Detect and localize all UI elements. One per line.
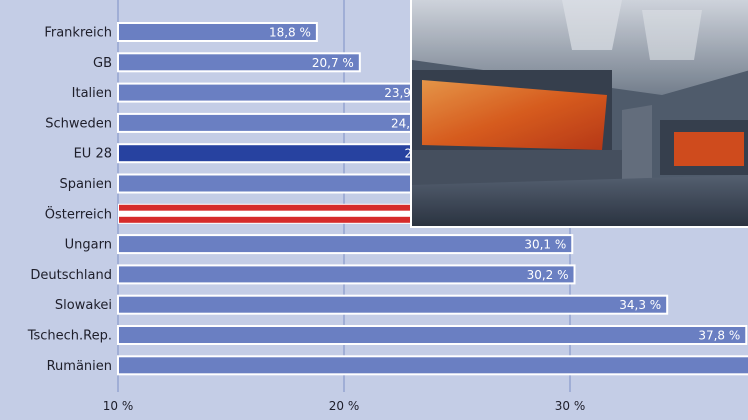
category-label: Rumänien xyxy=(47,359,112,374)
furnace-photo-image xyxy=(412,0,748,226)
bar xyxy=(117,325,748,345)
value-label: 20,7 % xyxy=(312,56,354,70)
category-label: Spanien xyxy=(59,177,112,192)
category-label: Italien xyxy=(72,86,112,101)
bar xyxy=(117,22,318,42)
furnace-photo xyxy=(410,0,748,228)
category-label: Frankreich xyxy=(44,26,112,41)
x-tick-label: 20 % xyxy=(329,399,360,413)
value-label: 30,2 % xyxy=(527,268,569,282)
bar xyxy=(117,355,748,376)
category-label: Deutschland xyxy=(30,268,112,283)
category-label: Schweden xyxy=(45,116,112,131)
category-label: Tschech.Rep. xyxy=(27,329,112,344)
category-label: Ungarn xyxy=(65,238,112,253)
value-label: 34,3 % xyxy=(619,298,661,312)
category-label: EU 28 xyxy=(74,147,112,162)
bar xyxy=(117,52,361,73)
bar xyxy=(117,234,574,255)
x-tick-label: 30 % xyxy=(555,399,586,413)
bar xyxy=(117,264,576,285)
value-label: 37,8 % xyxy=(698,329,740,343)
x-axis-ticks: 10 % 20 % 30 % xyxy=(103,399,586,413)
value-label: 18,8 % xyxy=(269,26,311,40)
value-label: 30,1 % xyxy=(524,238,566,252)
category-label: Slowakei xyxy=(55,298,112,313)
category-label: GB xyxy=(93,56,112,71)
bar xyxy=(117,143,454,164)
x-tick-label: 10 % xyxy=(103,399,134,413)
category-label: Österreich xyxy=(45,205,112,222)
bar xyxy=(117,294,669,315)
